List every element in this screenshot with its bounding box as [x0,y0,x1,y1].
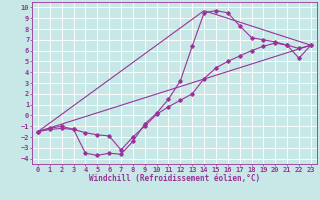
X-axis label: Windchill (Refroidissement éolien,°C): Windchill (Refroidissement éolien,°C) [89,174,260,183]
